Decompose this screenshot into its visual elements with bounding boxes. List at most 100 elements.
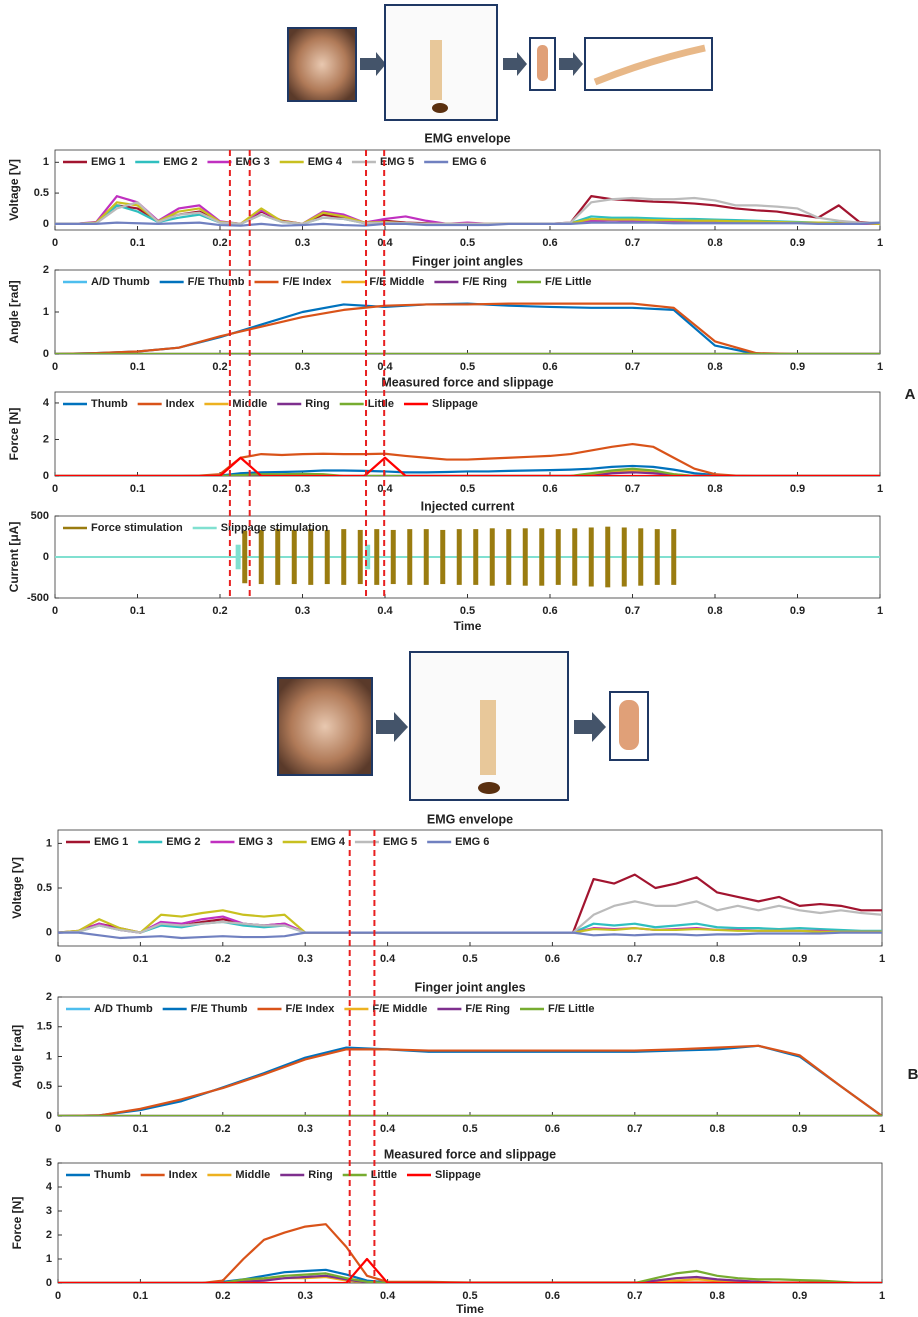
x-tick-label: 0 [55,1290,61,1302]
stim-pulse [242,531,247,583]
x-tick-label: 0.5 [460,483,475,495]
panel-label: A [905,386,916,403]
panel-label: B [908,1066,918,1083]
y-tick-label: 3 [46,1205,52,1217]
figure: EMG envelope Voltage [V] 0 0.1 0.2 0.3 0.4 0.5 0… [0,0,918,1317]
stim-pulse [440,530,445,584]
stim-pulse [259,530,264,584]
legend-label: EMG 3 [238,836,272,848]
y-axis-label: Angle [rad] [7,280,21,343]
y-tick-label: -500 [27,592,49,604]
x-tick-label: 0.1 [133,1123,148,1135]
legend-label: F/E Middle [369,276,424,288]
y-tick-label: 1 [46,837,52,849]
stim-pulse [556,529,561,585]
x-tick-label: 0.3 [298,953,313,965]
stim-pulse [638,528,643,585]
y-tick-label: 0.5 [37,882,52,894]
x-tick-label: 0.4 [377,237,393,249]
x-tick-label: 0.7 [625,361,640,373]
x-tick-label: 0.7 [627,1290,642,1302]
x-tick-label: 0.9 [792,1123,807,1135]
y-tick-label: 4 [46,1181,53,1193]
x-tick-label: 0.2 [212,361,227,373]
x-tick-label: 0.1 [130,605,145,617]
y-tick-label: 0.5 [34,187,49,199]
stim-pulse [374,529,379,585]
y-tick-label: 4 [43,397,50,409]
legend-label: Ring [308,1169,332,1181]
y-tick-label: 2 [43,264,49,276]
x-tick-label: 0.4 [377,605,393,617]
stim-pulse [523,528,528,585]
stim-pulse [490,528,495,585]
legend-label: F/E Index [286,1003,336,1015]
legend-label: EMG 1 [94,836,128,848]
x-tick-label: 0.2 [215,1290,230,1302]
y-axis-label: Voltage [V] [7,159,21,221]
stim-pulse [671,529,676,585]
x-tick-label: 0.8 [710,1290,725,1302]
stim-pulse [506,529,511,585]
y-tick-label: 0.5 [37,1080,52,1092]
chart-title: EMG envelope [427,812,513,826]
legend-label: EMG 4 [311,836,346,848]
legend-label: EMG 4 [308,156,343,168]
x-tick-label: 0.9 [790,483,805,495]
legend-label: Slippage [435,1169,481,1181]
x-tick-label: 0.7 [627,953,642,965]
x-axis-label: Time [456,1302,484,1316]
x-tick-label: 0.7 [627,1123,642,1135]
y-axis-label: Current [μA] [7,522,21,593]
x-tick-label: 0.7 [625,483,640,495]
x-tick-label: 0.5 [460,237,475,249]
legend-label: EMG 2 [163,156,197,168]
x-tick-label: 0.9 [792,953,807,965]
legend-label: F/E Thumb [191,1003,248,1015]
x-tick-label: 0.3 [295,361,310,373]
legend-label: F/E Little [548,1003,594,1015]
stim-pulse [539,528,544,585]
chart-title: Finger joint angles [414,980,525,994]
x-tick-label: 0.1 [133,1290,148,1302]
x-tick-label: 0.6 [545,953,560,965]
legend-label: F/E Thumb [188,276,245,288]
y-tick-label: 500 [31,510,49,522]
y-tick-label: 0 [43,551,49,563]
y-tick-label: 1.5 [37,1021,52,1033]
y-axis-label: Voltage [V] [10,857,24,919]
stim-pulse [605,527,610,588]
x-tick-label: 0 [52,605,58,617]
stim-pulse [473,529,478,585]
legend-label: EMG 5 [383,836,417,848]
y-tick-label: 0 [43,218,49,230]
chart-title: Injected current [421,499,516,513]
x-tick-label: 1 [879,953,885,965]
legend-label: EMG 6 [455,836,489,848]
stim-pulse [424,529,429,585]
x-tick-label: 0.2 [212,605,227,617]
stim-pulse [391,530,396,584]
legend-label: EMG 6 [452,156,486,168]
chart-title: Measured force and slippage [384,1147,556,1161]
x-tick-label: 0.5 [460,361,475,373]
x-tick-label: 0.2 [215,953,230,965]
x-tick-label: 0.8 [707,483,722,495]
legend-label: Slippage stimulation [221,522,329,534]
stim-pulse [622,527,627,586]
x-tick-label: 0.9 [790,237,805,249]
y-tick-label: 1 [46,1253,52,1265]
x-axis-label: Time [454,619,482,633]
illustration-b [278,652,648,800]
legend-label: Ring [305,398,329,410]
x-tick-label: 0.3 [295,605,310,617]
x-tick-label: 0.8 [710,953,725,965]
legend-label: EMG 2 [166,836,200,848]
x-tick-label: 0 [55,1123,61,1135]
chart-title: Finger joint angles [412,254,523,268]
x-tick-label: 0.9 [790,361,805,373]
legend-label: F/E Little [545,276,591,288]
legend-label: Thumb [94,1169,131,1181]
x-tick-label: 1 [879,1123,885,1135]
y-tick-label: 2 [46,1229,52,1241]
